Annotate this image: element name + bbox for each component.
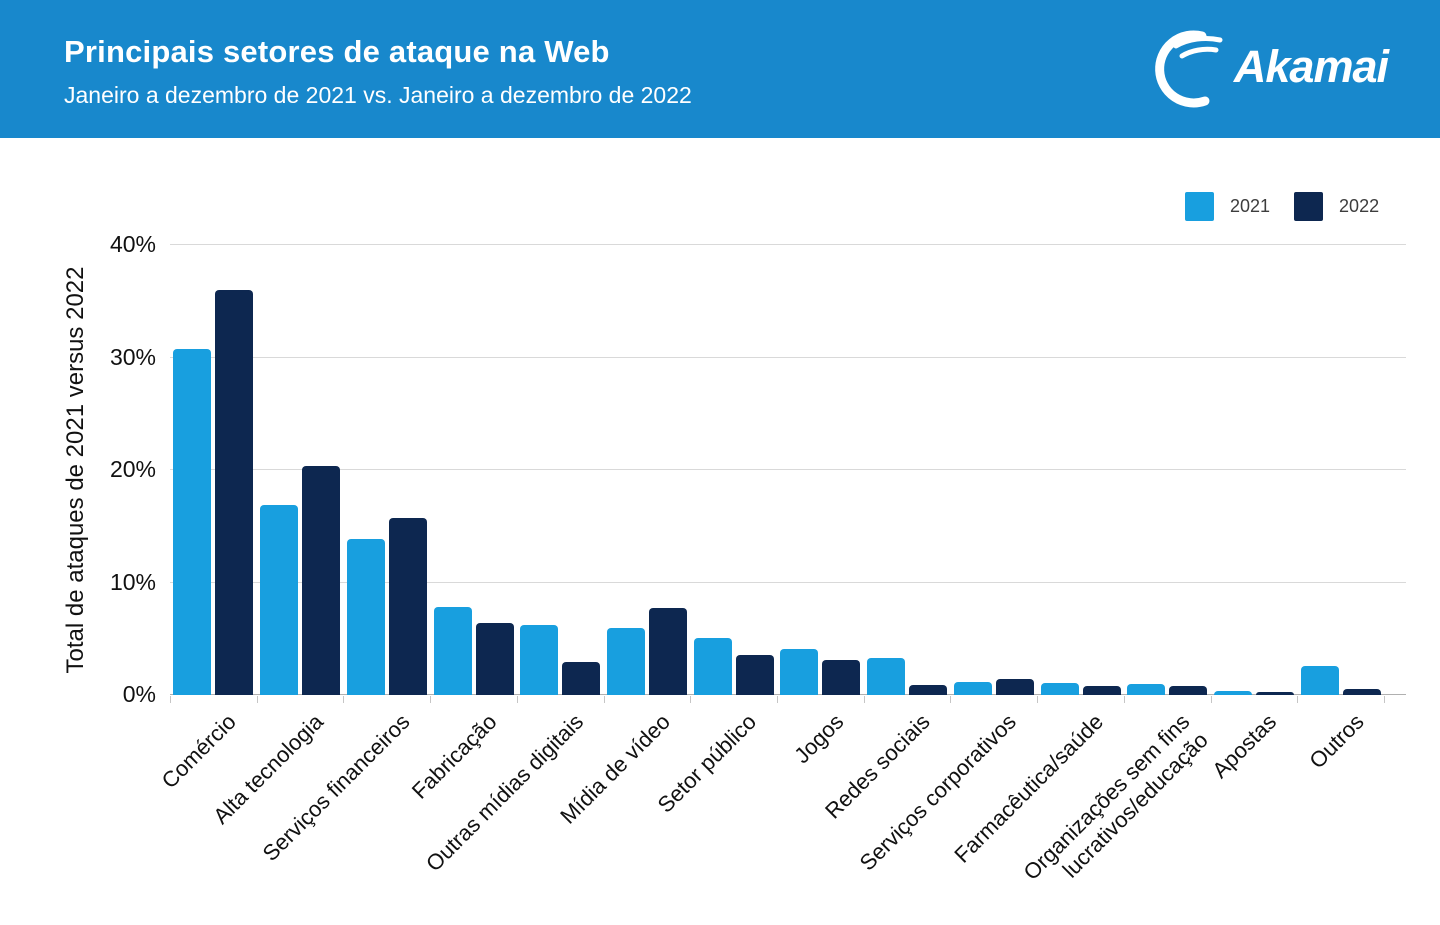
x-category-label: Comércio <box>156 709 242 794</box>
bar-2022-4 <box>475 623 514 695</box>
y-tick-label: 0% <box>122 681 156 707</box>
bar-2021-7 <box>693 637 732 695</box>
legend-swatch-2022 <box>1294 192 1324 221</box>
x-axis-tick <box>603 696 605 703</box>
x-category-label: Serviços corporativos <box>855 709 1022 876</box>
bar-2021-4 <box>433 607 472 695</box>
header: Principais setores de ataque na Web Jane… <box>0 0 1440 138</box>
y-tick-label: 20% <box>109 456 156 482</box>
gridline <box>170 469 1406 470</box>
bar-2022-7 <box>735 654 774 695</box>
legend-item-2022: 2022 <box>1294 192 1379 221</box>
akamai-swoosh-icon <box>1152 27 1238 113</box>
bar-2021-1 <box>173 348 212 695</box>
x-axis-tick <box>430 696 432 703</box>
bar-2022-5 <box>562 662 601 695</box>
akamai-logo-text: Akamai <box>1233 41 1389 92</box>
bar-2021-8 <box>780 648 819 695</box>
x-category-label: Apostas <box>1207 709 1282 783</box>
bar-2021-3 <box>346 538 385 695</box>
x-category-label: Jogos <box>788 709 849 769</box>
y-tick-label: 40% <box>109 231 156 257</box>
x-axis-tick <box>256 696 258 703</box>
bar-2022-1 <box>215 290 254 695</box>
legend-item-2021: 2021 <box>1185 192 1270 221</box>
page-title: Principais setores de ataque na Web <box>64 34 610 69</box>
x-category-label: Outras mídias digitais <box>420 709 588 877</box>
y-tick-label: 30% <box>109 343 156 370</box>
legend: 2021 2022 <box>1185 192 1379 221</box>
bar-2022-13 <box>1255 691 1294 695</box>
x-category-label: Serviços financeiros <box>257 709 415 866</box>
gridline <box>170 581 1406 583</box>
bar-2021-11 <box>1040 682 1079 695</box>
bar-2022-14 <box>1342 689 1381 695</box>
x-axis-tick <box>1123 696 1125 703</box>
bar-2022-9 <box>909 684 948 695</box>
x-axis-tick <box>1297 696 1299 703</box>
bar-2021-10 <box>953 681 992 695</box>
bar-2021-13 <box>1213 690 1252 695</box>
gridline <box>170 244 1406 245</box>
x-axis-tick <box>863 696 865 703</box>
bar-2021-9 <box>867 657 906 695</box>
bar-2021-5 <box>520 625 559 695</box>
x-axis-tick <box>777 696 778 703</box>
bar-2022-6 <box>648 608 687 695</box>
x-axis-tick <box>343 696 345 703</box>
legend-label-2021: 2021 <box>1230 196 1271 216</box>
x-category-label: Outros <box>1303 709 1369 774</box>
gridline <box>170 356 1406 358</box>
bar-2021-14 <box>1300 665 1339 695</box>
x-axis-tick <box>690 696 692 703</box>
bar-2021-2 <box>260 504 299 695</box>
x-axis-tick <box>1210 696 1212 703</box>
x-axis-tick <box>1037 696 1039 703</box>
x-axis-tick <box>516 696 518 703</box>
bar-2022-2 <box>302 465 341 695</box>
bar-2021-6 <box>606 627 645 695</box>
bar-2022-11 <box>1082 686 1121 695</box>
page-subtitle: Janeiro a dezembro de 2021 vs. Janeiro a… <box>64 82 692 108</box>
bar-2021-12 <box>1127 683 1166 695</box>
bar-2022-8 <box>822 660 861 695</box>
bar-2022-12 <box>1169 686 1208 695</box>
x-axis-tick <box>1384 696 1385 703</box>
x-axis-tick <box>170 696 171 703</box>
y-tick-label: 10% <box>109 568 156 595</box>
x-category-label: Organizações sem fins lucrativos/educaçã… <box>1018 709 1214 885</box>
legend-swatch-2021 <box>1185 192 1214 221</box>
bar-2022-10 <box>995 679 1034 695</box>
bar-2022-3 <box>388 518 427 695</box>
legend-label-2022: 2022 <box>1339 196 1380 216</box>
x-axis-tick <box>950 696 952 703</box>
akamai-logo: Akamai <box>1152 22 1389 118</box>
